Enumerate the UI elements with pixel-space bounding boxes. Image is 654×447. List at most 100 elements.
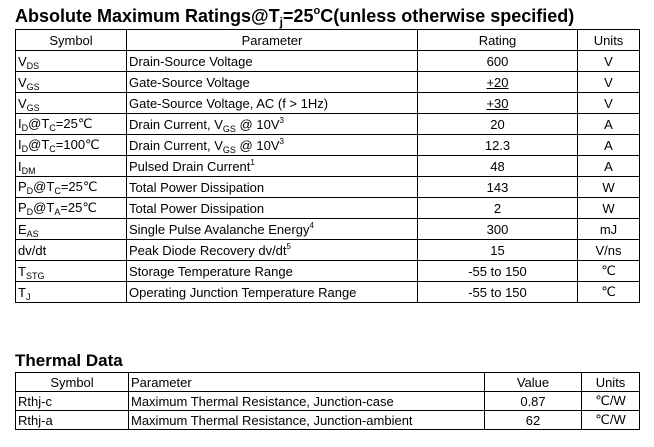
table-row: VGS Gate-Source Voltage +20 V [15, 71, 640, 93]
symbol-condition-value: =25℃ [55, 116, 93, 131]
parameter-text: Pulsed Drain Current [129, 158, 251, 174]
symbol-text: T [18, 263, 26, 279]
symbol-cell: PD@TA=25℃ [15, 197, 127, 219]
symbol-subscript: GS [26, 102, 40, 113]
table-row: ID@TC=25℃ Drain Current, VGS @ 10V3 20 A [15, 113, 640, 135]
symbol-cell: TJ [15, 281, 127, 303]
symbol-cell: ID@TC=100℃ [15, 134, 127, 156]
footnote-marker: 3 [279, 136, 284, 146]
units-cell: mJ [577, 218, 640, 240]
symbol-cell: IDM [15, 155, 127, 177]
parameter-condition: @ 10V [235, 137, 280, 153]
units-cell: A [577, 113, 640, 135]
symbol-subscript: AS [26, 228, 39, 239]
symbol-text: E [18, 221, 27, 237]
parameter-cell: Gate-Source Voltage, AC (f > 1Hz) [126, 92, 418, 114]
table-row: ID@TC=100℃ Drain Current, VGS @ 10V3 12.3 A [15, 134, 640, 156]
column-header-parameter: Parameter [126, 29, 418, 51]
parameter-cell: Maximum Thermal Resistance, Junction-cas… [128, 391, 485, 411]
units-cell: V [577, 71, 640, 93]
rating-cell: -55 to 150 [417, 281, 578, 303]
units-cell: ℃/W [581, 410, 640, 430]
symbol-text: V [18, 74, 27, 90]
table-row: TJ Operating Junction Temperature Range -5… [15, 281, 640, 303]
symbol-text: P [18, 200, 27, 215]
parameter-text: Gate-Source Voltage [129, 74, 250, 90]
units-cell: ℃ [577, 260, 640, 282]
units-cell: ℃ [577, 281, 640, 303]
parameter-cell: Operating Junction Temperature Range [126, 281, 418, 303]
column-header-symbol: Symbol [15, 29, 127, 51]
units-cell: A [577, 134, 640, 156]
parameter-cell: Peak Diode Recovery dv/dt5 [126, 239, 418, 261]
parameter-cell: Gate-Source Voltage [126, 71, 418, 93]
symbol-cell: VDS [15, 50, 127, 72]
symbol-cell: VGS [15, 71, 127, 93]
column-header-rating: Rating [417, 29, 578, 51]
thermal-data-title: Thermal Data [15, 351, 123, 370]
parameter-text: Drain-Source Voltage [129, 53, 253, 69]
symbol-condition-value: =100℃ [55, 137, 100, 152]
table-row: TSTG Storage Temperature Range -55 to 150 ℃ [15, 260, 640, 282]
symbol-text: V [18, 95, 27, 111]
parameter-cell: Drain-Source Voltage [126, 50, 418, 72]
symbol-condition-subscript: A [54, 207, 61, 217]
symbol-subscript: D [26, 207, 34, 217]
symbol-text: I [18, 158, 22, 174]
symbol-cell: dv/dt [15, 239, 127, 261]
symbol-cell: VGS [15, 92, 127, 114]
parameter-text: Total Power Dissipation [129, 179, 265, 195]
symbol-condition-subscript: C [54, 186, 61, 196]
rating-cell: 20 [417, 113, 578, 135]
symbol-cell: PD@TC=25℃ [15, 176, 127, 198]
table-row: dv/dt Peak Diode Recovery dv/dt5 15 V/ns [15, 239, 640, 261]
symbol-text: V [18, 53, 27, 69]
symbol-condition: @T [28, 137, 50, 152]
symbol-subscript: D [21, 144, 29, 154]
symbol-text: I [18, 116, 22, 131]
units-cell: V/ns [577, 239, 640, 261]
footnote-marker: 4 [309, 220, 314, 230]
symbol-subscript: STG [25, 270, 45, 281]
parameter-text: Single Pulse Avalanche Energy [129, 221, 310, 237]
footnote-marker: 3 [279, 115, 284, 125]
parameter-text: Gate-Source Voltage, AC (f > 1Hz) [129, 95, 329, 111]
value-cell: 0.87 [484, 391, 582, 411]
parameter-text: Operating Junction Temperature Range [129, 284, 357, 300]
symbol-condition: @T [33, 179, 55, 194]
column-header-units: Units [577, 29, 640, 51]
parameter-cell: Storage Temperature Range [126, 260, 418, 282]
table-row: EAS Single Pulse Avalanche Energy4 300 mJ [15, 218, 640, 240]
parameter-text: Drain Current, V [129, 137, 223, 153]
parameter-cell: Drain Current, VGS @ 10V3 [126, 113, 418, 135]
rating-cell: +20 [417, 71, 578, 93]
symbol-text: dv/dt [18, 242, 47, 258]
symbol-condition-value: =25℃ [60, 200, 97, 215]
table-row: VDS Drain-Source Voltage 600 V [15, 50, 640, 72]
table-header-row: Symbol Parameter Value Units [15, 372, 640, 392]
value-cell: 62 [484, 410, 582, 430]
rating-cell: 48 [417, 155, 578, 177]
rating-cell: 600 [417, 50, 578, 72]
page-title: Absolute Maximum Ratings@Tj=25oC(unless … [15, 5, 575, 29]
symbol-text: T [18, 284, 26, 300]
parameter-cell: Total Power Dissipation [126, 197, 418, 219]
rating-value: +30 [486, 95, 509, 111]
parameter-text: Peak Diode Recovery dv/dt [129, 242, 287, 258]
parameter-cell: Total Power Dissipation [126, 176, 418, 198]
parameter-condition: @ 10V [235, 116, 280, 132]
rating-cell: 2 [417, 197, 578, 219]
symbol-text: P [18, 179, 27, 194]
rating-cell: -55 to 150 [417, 260, 578, 282]
column-header-symbol: Symbol [15, 372, 129, 392]
footnote-marker: 5 [286, 241, 291, 251]
symbol-subscript: DM [21, 165, 36, 176]
symbol-subscript: GS [26, 81, 40, 92]
table-row: PD@TC=25℃ Total Power Dissipation 143 W [15, 176, 640, 198]
units-cell: ℃/W [581, 391, 640, 411]
column-header-units: Units [581, 372, 640, 392]
table-row: Rthj-c Maximum Thermal Resistance, Juncti… [15, 391, 640, 411]
table-header-row: Symbol Parameter Rating Units [15, 29, 640, 51]
symbol-subscript: D [26, 186, 34, 196]
column-header-value: Value [484, 372, 582, 392]
